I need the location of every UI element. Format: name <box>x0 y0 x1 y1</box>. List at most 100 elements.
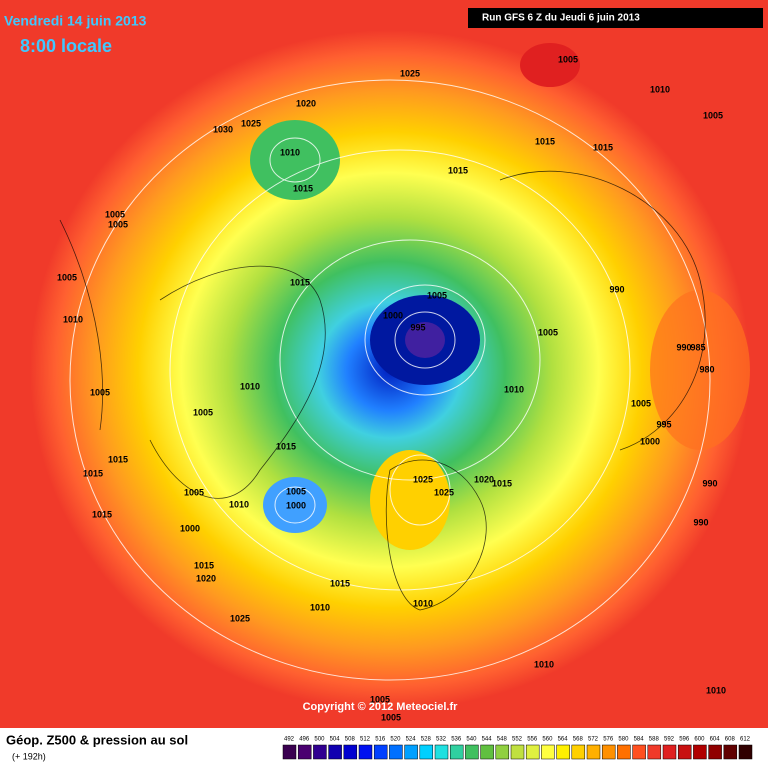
isobar-label: 1015 <box>492 478 512 488</box>
scale-swatch <box>282 744 297 760</box>
scale-swatch <box>723 744 738 760</box>
scale-label: 584 <box>634 737 645 743</box>
isobar-label: 1010 <box>63 314 83 324</box>
scale-swatch <box>297 744 312 760</box>
scale-label: 544 <box>482 737 493 743</box>
scale-swatch <box>404 744 418 760</box>
isobar-label: 1000 <box>180 523 200 533</box>
scale-swatch <box>556 744 570 760</box>
isobar-label: 1000 <box>640 436 660 446</box>
isobar-label: 1025 <box>230 613 250 623</box>
isobar-label: 1005 <box>370 694 390 704</box>
scale-swatch <box>434 744 449 760</box>
scale-label: 512 <box>360 737 371 743</box>
scale-swatch <box>677 744 692 760</box>
isobar-label: 1005 <box>558 54 578 64</box>
isobar-label: 1005 <box>381 712 401 722</box>
scale-label: 524 <box>406 737 417 743</box>
scale-swatch <box>495 744 510 760</box>
scale-swatch <box>586 744 601 760</box>
isobar-label: 1010 <box>240 381 260 391</box>
scale-label: 536 <box>451 737 462 743</box>
scale-swatch <box>647 744 662 760</box>
scale-swatch <box>617 744 631 760</box>
scale-label: 592 <box>664 737 675 743</box>
isobar-label: 1005 <box>57 272 77 282</box>
isobar-label: 1005 <box>184 487 204 497</box>
scale-label: 520 <box>390 737 401 743</box>
isobar-label: 1010 <box>413 598 433 608</box>
scale-label: 612 <box>740 737 751 743</box>
scale-swatch <box>601 744 616 760</box>
isobar-label: 1005 <box>538 327 558 337</box>
isobar-label: 1015 <box>330 578 350 588</box>
isobar-label: 1000 <box>383 310 403 320</box>
scale-swatch <box>358 744 373 760</box>
isobar-label: 990 <box>676 342 691 352</box>
isobar-label: 1025 <box>400 68 420 78</box>
isobar-label: 1000 <box>286 500 306 510</box>
isobar-label: 1005 <box>427 290 447 300</box>
scale-label: 496 <box>299 737 310 743</box>
scale-swatch <box>708 744 722 760</box>
scale-swatch <box>389 744 403 760</box>
scale-swatch <box>373 744 388 760</box>
isobar-label: 1015 <box>108 454 128 464</box>
footer-lead: (+ 192h) <box>12 751 46 761</box>
isobar-label: 1010 <box>310 602 330 612</box>
isobar-label: 1005 <box>286 486 306 496</box>
isobar-label: 1020 <box>196 573 216 583</box>
scale-label: 604 <box>710 737 721 743</box>
scale-label: 556 <box>527 737 538 743</box>
isobar-label: 1025 <box>434 487 454 497</box>
scale-swatch <box>465 744 479 760</box>
isobar-label: 1025 <box>241 118 261 128</box>
copyright: Copyright © 2012 Meteociel.fr <box>303 701 459 713</box>
isobar-label: 1020 <box>296 98 316 108</box>
scale-swatch <box>738 744 753 760</box>
isobar-label: 1005 <box>703 110 723 120</box>
scale-label: 564 <box>558 737 569 743</box>
time: 8:00 locale <box>20 36 112 56</box>
isobar-label: 990 <box>609 284 624 294</box>
isobar-label: 1015 <box>448 165 468 175</box>
isobar-label: 1015 <box>535 136 555 146</box>
scale-label: 552 <box>512 737 523 743</box>
scale-label: 588 <box>649 737 660 743</box>
isobar-label: 1015 <box>194 560 214 570</box>
scale-swatch <box>632 744 646 760</box>
isobar-label: 1005 <box>90 387 110 397</box>
isobar-label: 990 <box>693 517 708 527</box>
isobar-label: 1015 <box>92 509 112 519</box>
map-field <box>0 0 768 728</box>
scale-label: 572 <box>588 737 599 743</box>
run-box <box>468 8 763 28</box>
scale-label: 580 <box>618 737 629 743</box>
scale-swatch <box>328 744 342 760</box>
scale-label: 532 <box>436 737 447 743</box>
scale-label: 608 <box>725 737 736 743</box>
scale-label: 568 <box>573 737 584 743</box>
isobar-label: 1015 <box>593 142 613 152</box>
scale-swatch <box>313 744 327 760</box>
footer-title: Géop. Z500 & pression au sol <box>6 732 188 747</box>
color-scale: 492 496 500 504 508 512 516 520 524 528 532 536 540 5… <box>282 737 753 760</box>
scale-label: 516 <box>375 737 386 743</box>
scale-label: 528 <box>421 737 432 743</box>
scale-swatch <box>662 744 677 760</box>
isobar-label: 1010 <box>706 685 726 695</box>
isobar-label: 1005 <box>193 407 213 417</box>
scale-swatch <box>480 744 494 760</box>
isobar-label: 1005 <box>108 219 128 229</box>
isobar-label: 1025 <box>413 474 433 484</box>
isobar-label: 1010 <box>650 84 670 94</box>
isobar-label: 1010 <box>280 147 300 157</box>
isobar-label: 1020 <box>474 474 494 484</box>
isobar-label: 985 <box>690 342 705 352</box>
isobar-label: 995 <box>656 419 671 429</box>
isobar-label: 1010 <box>229 499 249 509</box>
scale-label: 500 <box>314 737 325 743</box>
scale-label: 560 <box>542 737 553 743</box>
scale-label: 504 <box>330 737 341 743</box>
